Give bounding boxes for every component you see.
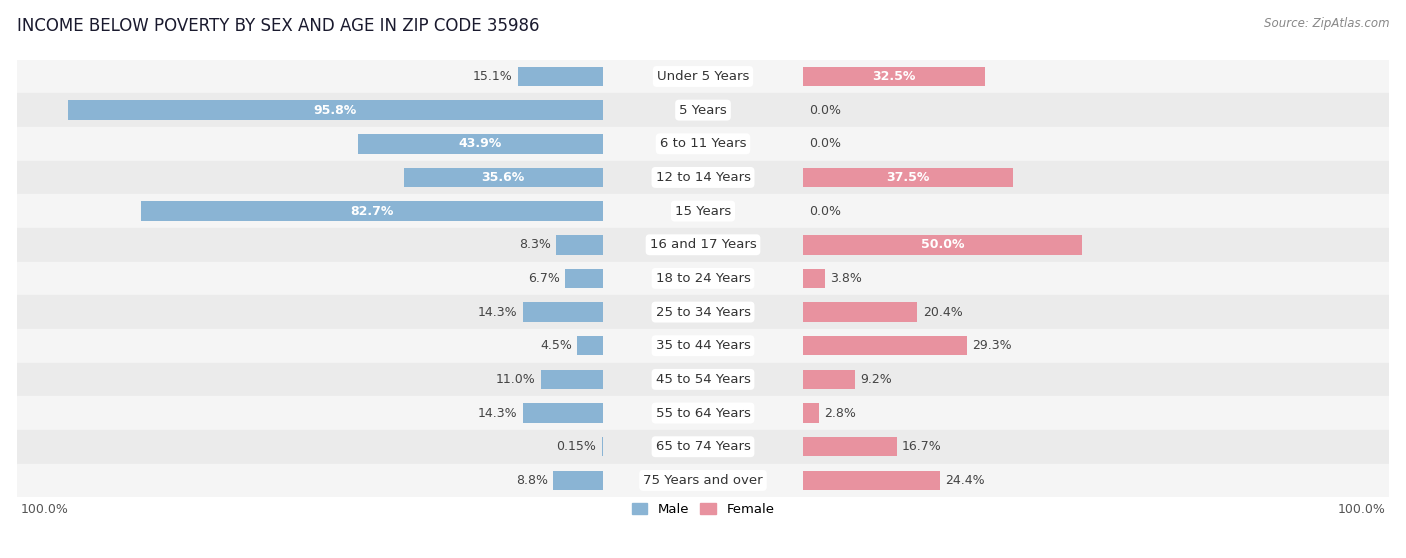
Text: 35.6%: 35.6% (482, 171, 524, 184)
Bar (523, 302, 603, 322)
Bar (141, 201, 603, 221)
Bar (17, 430, 1389, 464)
Text: 4.5%: 4.5% (540, 339, 572, 352)
Bar (803, 268, 825, 288)
Bar (17, 329, 1389, 363)
Text: 65 to 74 Years: 65 to 74 Years (655, 440, 751, 453)
Text: 2.8%: 2.8% (825, 407, 856, 420)
Text: 37.5%: 37.5% (886, 171, 929, 184)
Text: 25 to 34 Years: 25 to 34 Years (655, 306, 751, 319)
Bar (17, 363, 1389, 396)
Text: 43.9%: 43.9% (458, 137, 502, 150)
Bar (357, 134, 603, 153)
Text: 6.7%: 6.7% (527, 272, 560, 285)
Text: 16 and 17 Years: 16 and 17 Years (650, 238, 756, 251)
Bar (17, 127, 1389, 161)
Bar (803, 168, 1012, 187)
Text: 9.2%: 9.2% (860, 373, 891, 386)
Text: 5 Years: 5 Years (679, 104, 727, 117)
Text: 45 to 54 Years: 45 to 54 Years (655, 373, 751, 386)
Bar (404, 168, 603, 187)
Bar (803, 235, 1083, 254)
Text: 32.5%: 32.5% (872, 70, 915, 83)
Text: Under 5 Years: Under 5 Years (657, 70, 749, 83)
Bar (67, 100, 603, 120)
Bar (17, 396, 1389, 430)
Bar (803, 369, 855, 389)
Text: Source: ZipAtlas.com: Source: ZipAtlas.com (1264, 17, 1389, 30)
Bar (578, 336, 603, 355)
Text: INCOME BELOW POVERTY BY SEX AND AGE IN ZIP CODE 35986: INCOME BELOW POVERTY BY SEX AND AGE IN Z… (17, 17, 540, 35)
Text: 0.0%: 0.0% (808, 205, 841, 218)
Bar (803, 437, 897, 456)
Bar (541, 369, 603, 389)
Text: 12 to 14 Years: 12 to 14 Years (655, 171, 751, 184)
Text: 18 to 24 Years: 18 to 24 Years (655, 272, 751, 285)
Bar (17, 228, 1389, 262)
Text: 3.8%: 3.8% (830, 272, 862, 285)
Text: 0.15%: 0.15% (557, 440, 596, 453)
Bar (17, 464, 1389, 497)
Text: 0.0%: 0.0% (808, 104, 841, 117)
Bar (803, 336, 967, 355)
Text: 82.7%: 82.7% (350, 205, 394, 218)
Text: 14.3%: 14.3% (478, 407, 517, 420)
Text: 15.1%: 15.1% (472, 70, 513, 83)
Text: 8.3%: 8.3% (519, 238, 551, 251)
Bar (803, 302, 917, 322)
Text: 15 Years: 15 Years (675, 205, 731, 218)
Bar (17, 161, 1389, 194)
Text: 0.0%: 0.0% (808, 137, 841, 150)
Text: 8.8%: 8.8% (516, 474, 548, 487)
Bar (557, 235, 603, 254)
Legend: Male, Female: Male, Female (626, 498, 780, 521)
Text: 16.7%: 16.7% (903, 440, 942, 453)
Bar (17, 194, 1389, 228)
Bar (17, 295, 1389, 329)
Bar (519, 67, 603, 86)
Bar (523, 403, 603, 423)
Text: 24.4%: 24.4% (945, 474, 984, 487)
Bar (803, 470, 939, 490)
Bar (17, 93, 1389, 127)
Text: 14.3%: 14.3% (478, 306, 517, 319)
Bar (17, 262, 1389, 295)
Bar (803, 67, 984, 86)
Text: 6 to 11 Years: 6 to 11 Years (659, 137, 747, 150)
Text: 95.8%: 95.8% (314, 104, 357, 117)
Text: 20.4%: 20.4% (922, 306, 963, 319)
Bar (554, 470, 603, 490)
Text: 29.3%: 29.3% (973, 339, 1012, 352)
Text: 35 to 44 Years: 35 to 44 Years (655, 339, 751, 352)
Text: 11.0%: 11.0% (496, 373, 536, 386)
Bar (803, 403, 820, 423)
Text: 55 to 64 Years: 55 to 64 Years (655, 407, 751, 420)
Text: 75 Years and over: 75 Years and over (643, 474, 763, 487)
Bar (565, 268, 603, 288)
Text: 50.0%: 50.0% (921, 238, 965, 251)
Bar (17, 60, 1389, 93)
